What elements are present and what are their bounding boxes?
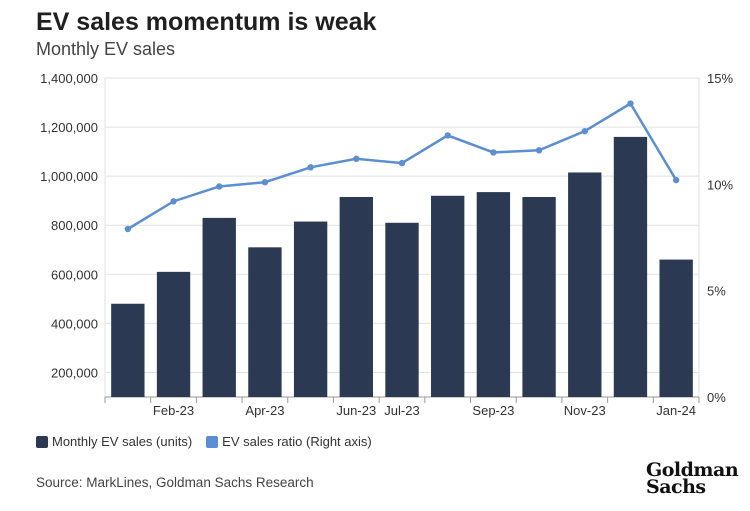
bar — [293, 221, 328, 397]
y-left-tick-label: 1,000,000 — [40, 169, 98, 184]
chart-title: EV sales momentum is weak — [36, 8, 377, 36]
ratio-point — [353, 155, 360, 163]
goldman-sachs-logo: Goldman Sachs — [646, 459, 739, 498]
chart-canvas: 200,000 400,000 600,000 800,000 1,000,000 1,2… — [40, 71, 733, 418]
x-tick-label: Jun-23 — [336, 403, 376, 418]
bar — [385, 222, 419, 397]
bar — [522, 197, 556, 397]
bar — [659, 259, 693, 397]
y-left-tick-label: 600,000 — [51, 267, 98, 282]
y-right-tick-label: 10% — [707, 177, 733, 192]
y-right-tick-label: 5% — [707, 284, 726, 299]
x-tick-label: Feb-23 — [153, 403, 194, 418]
ratio-point — [261, 179, 269, 186]
ratio-point — [124, 225, 132, 233]
legend-label-bars: Monthly EV sales (units) — [52, 434, 193, 449]
x-tick-label: Nov-23 — [564, 403, 606, 418]
bar — [431, 195, 465, 397]
y-right-tick-label: 15% — [707, 71, 733, 86]
x-tick-label: Apr-23 — [245, 403, 284, 418]
logo-line-1: Goldman — [646, 459, 739, 481]
x-tick-label: Sep-23 — [472, 403, 514, 418]
source-note: Source: MarkLines, Goldman Sachs Researc… — [36, 475, 314, 490]
ratio-point — [307, 164, 314, 171]
legend: Monthly EV sales (units) EV sales ratio … — [36, 434, 372, 449]
ratio-point — [581, 127, 588, 135]
y-left-tick-label: 400,000 — [51, 316, 98, 331]
ratio-point — [490, 149, 497, 156]
legend-label-line: EV sales ratio (Right axis) — [222, 434, 372, 449]
bar — [111, 303, 145, 397]
y-left-tick-label: 1,400,000 — [40, 71, 98, 86]
bar — [156, 271, 191, 397]
y-left-tick-label: 1,200,000 — [40, 120, 98, 135]
legend-swatch-bars — [36, 435, 48, 448]
legend-item-bars: Monthly EV sales (units) — [36, 434, 192, 449]
bar — [568, 172, 602, 397]
ratio-point — [444, 132, 451, 139]
ratio-point — [535, 147, 543, 154]
ratio-point — [216, 183, 223, 190]
ratio-point — [170, 198, 177, 205]
bar — [476, 192, 511, 397]
bar — [339, 197, 373, 397]
ratio-point — [398, 159, 406, 167]
y-right-tick-label: 0% — [707, 390, 726, 405]
x-tick-label: Jan-24 — [656, 403, 696, 418]
bar — [202, 217, 236, 397]
y-left-tick-label: 200,000 — [51, 365, 98, 380]
bar — [248, 247, 282, 397]
logo-line-2: Sachs — [646, 476, 706, 498]
legend-item-line: EV sales ratio (Right axis) — [206, 434, 372, 449]
chart-subtitle: Monthly EV sales — [36, 39, 176, 59]
ratio-point — [627, 100, 634, 107]
y-left-tick-label: 800,000 — [51, 218, 98, 233]
bar — [613, 136, 648, 397]
x-tick-label: Jul-23 — [384, 403, 419, 418]
ratio-point — [672, 176, 680, 184]
legend-swatch-line — [206, 435, 219, 448]
